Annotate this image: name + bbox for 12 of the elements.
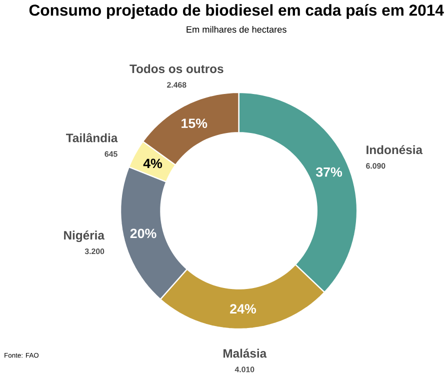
text: 15% [182,118,208,128]
slice-label: Todos os outros [130,64,224,73]
slice-label: Malásia [223,348,267,358]
slice-label: Indonésia [366,144,423,154]
chart-title: Consumo projetado de biodiesel em cada país em 2014 [29,4,444,19]
chart-subtitle: Em milhares de hectares [186,26,286,32]
text: 24% [230,304,256,314]
text: 37% [316,167,342,177]
text: 4% [143,158,162,168]
text: 20% [130,228,156,238]
slice-label: Tailândia [66,132,118,142]
slice-label: Nigéria [64,230,105,242]
